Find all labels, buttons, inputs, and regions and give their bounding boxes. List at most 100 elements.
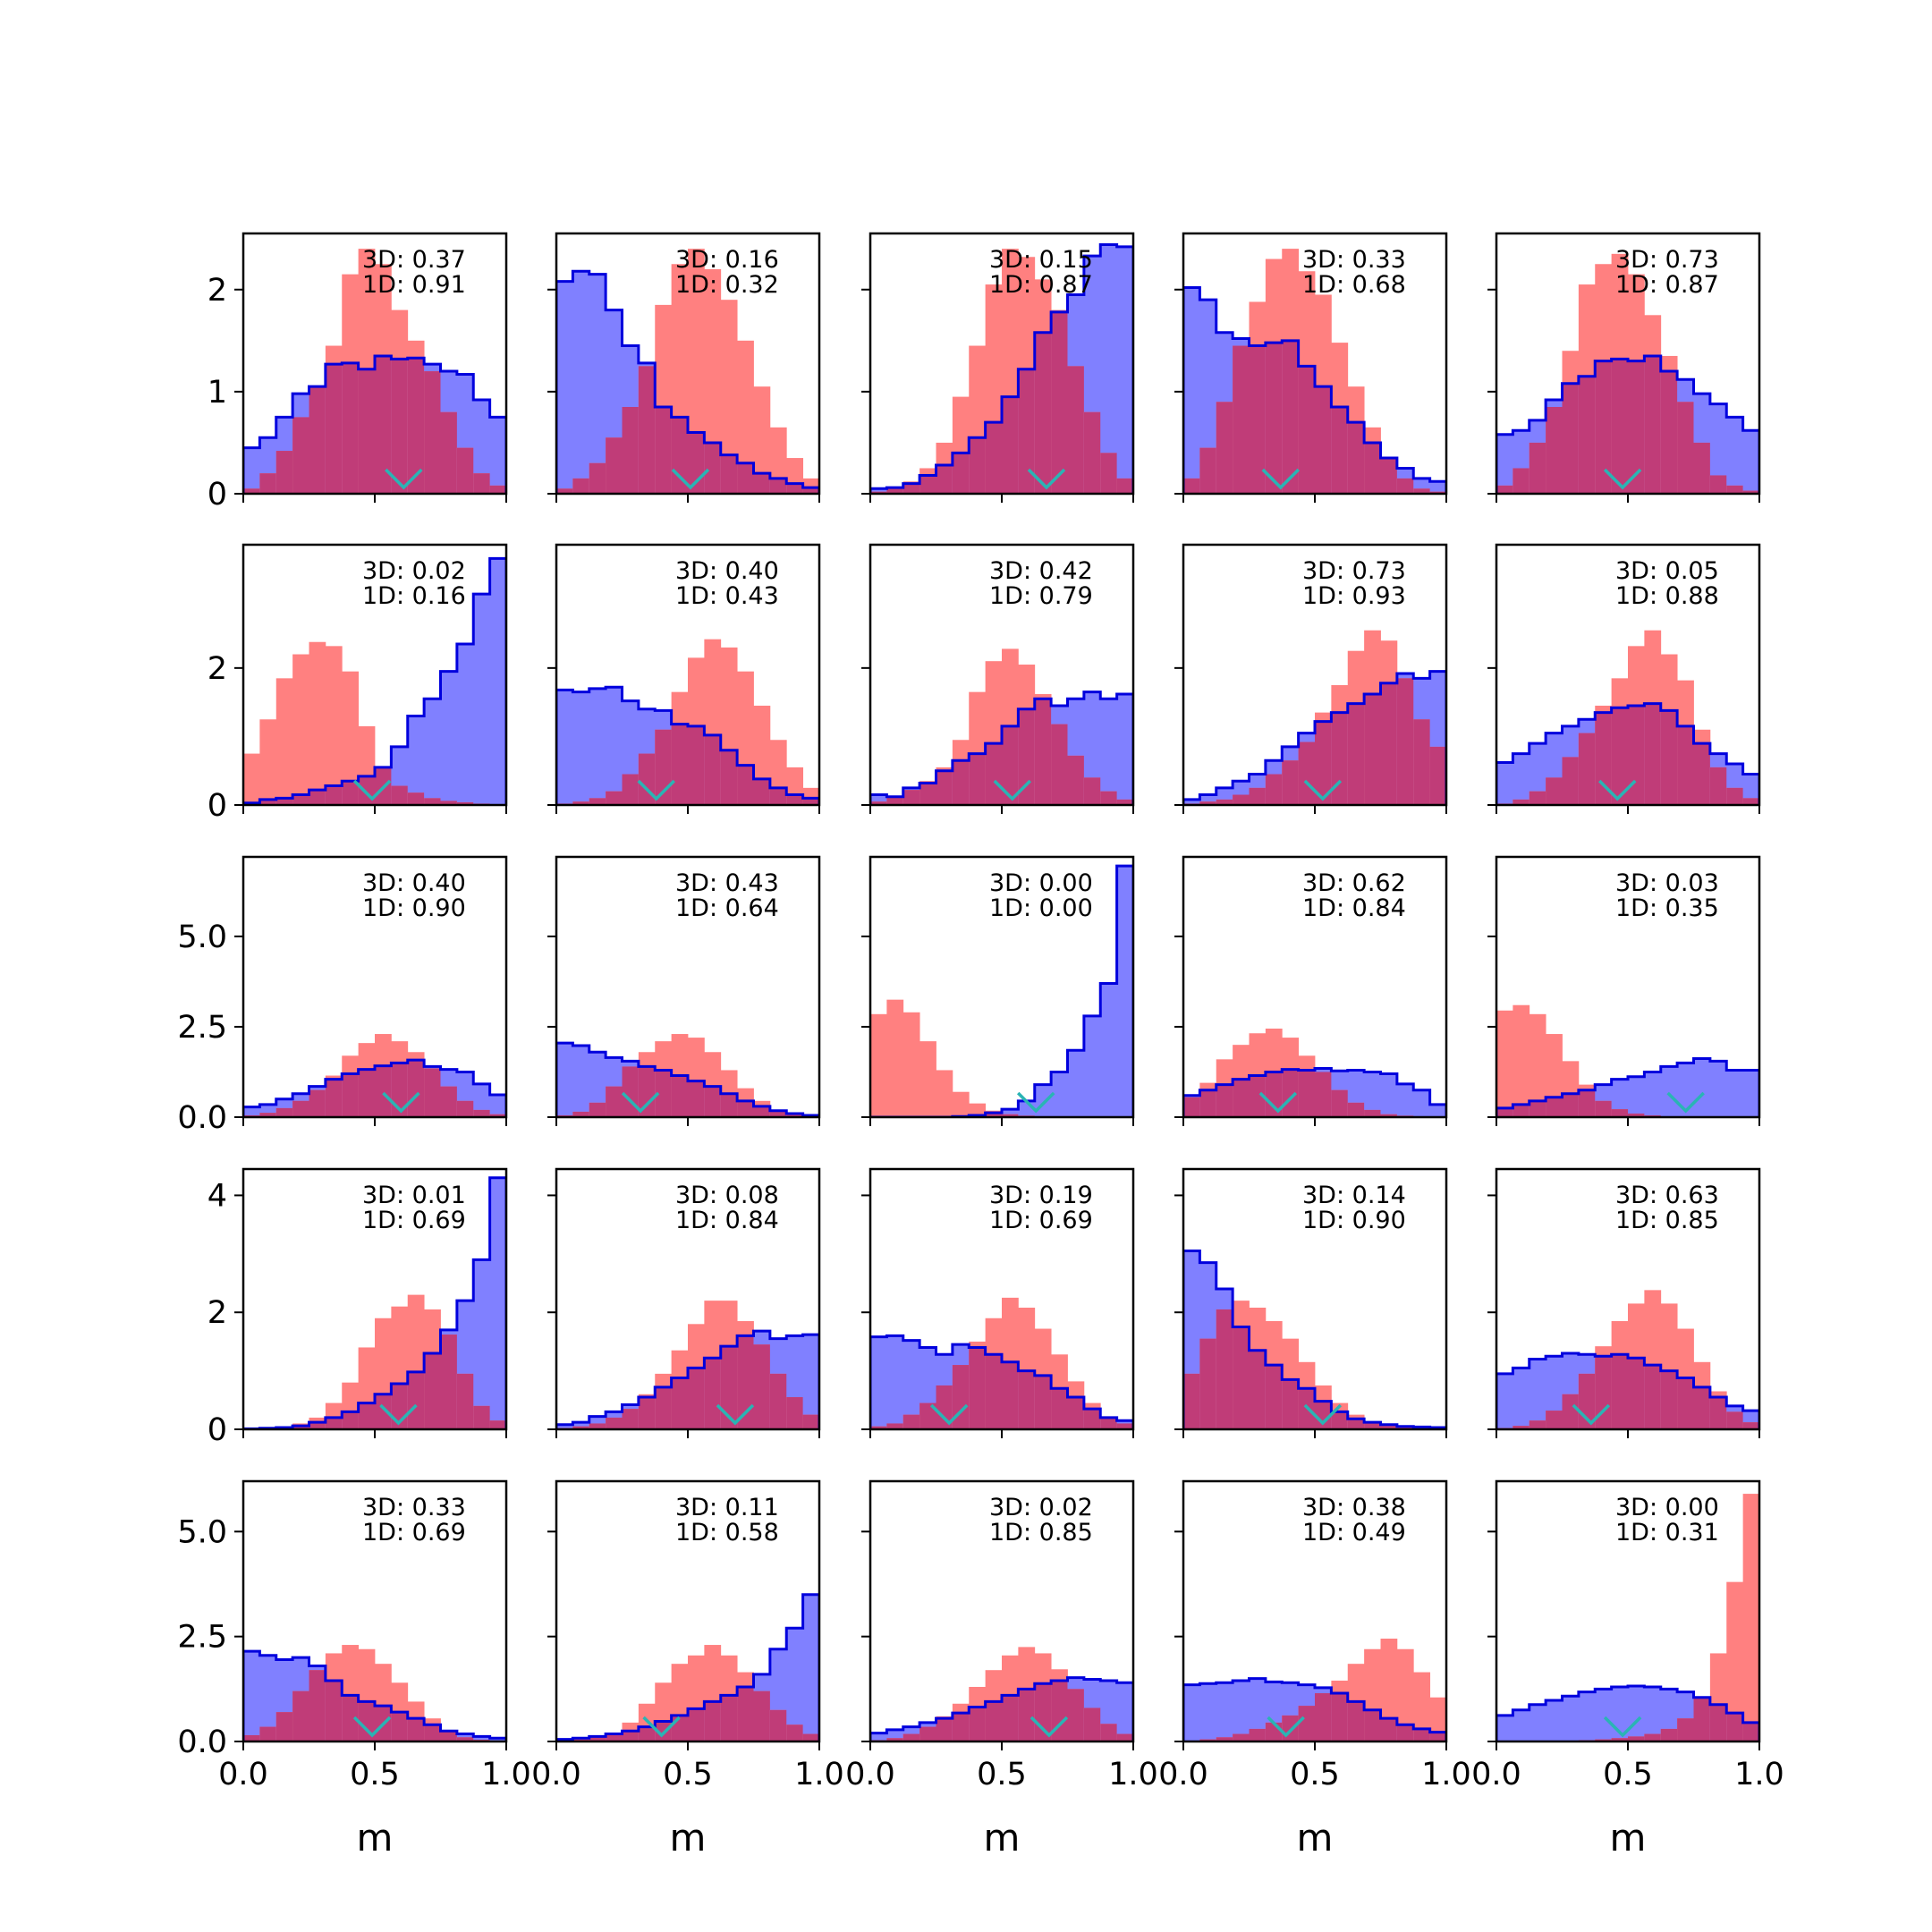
red-bar bbox=[342, 671, 360, 805]
x-tick-label: 0.5 bbox=[977, 1757, 1027, 1792]
score-annotation: 3D: 0.02 bbox=[989, 1494, 1093, 1521]
score-annotation: 1D: 0.87 bbox=[989, 271, 1093, 299]
red-bar bbox=[1742, 1494, 1759, 1741]
blue-bar bbox=[1100, 983, 1118, 1117]
overlap-bar bbox=[1298, 366, 1316, 494]
overlap-bar bbox=[1298, 1070, 1316, 1117]
overlap-bar bbox=[1265, 343, 1283, 494]
x-axis-label: m bbox=[1297, 1816, 1334, 1860]
overlap-bar bbox=[704, 1086, 722, 1117]
overlap-bar bbox=[952, 760, 970, 805]
score-annotation: 1D: 0.84 bbox=[675, 1207, 779, 1234]
red-bar bbox=[737, 340, 754, 494]
overlap-bar bbox=[1183, 1373, 1200, 1429]
overlap-bar bbox=[1546, 1411, 1563, 1429]
overlap-bar bbox=[622, 1731, 640, 1741]
overlap-bar bbox=[902, 1414, 920, 1429]
overlap-bar bbox=[1116, 1733, 1133, 1741]
overlap-bar bbox=[1315, 1401, 1332, 1429]
overlap-bar bbox=[1578, 376, 1596, 494]
x-tick-label: 1.0 bbox=[794, 1757, 844, 1792]
overlap-bar bbox=[292, 794, 309, 805]
blue-bar bbox=[572, 691, 590, 805]
overlap-bar bbox=[407, 1718, 425, 1741]
overlap-bar bbox=[1051, 724, 1068, 805]
score-annotation: 1D: 0.91 bbox=[362, 271, 466, 299]
blue-bar bbox=[440, 671, 458, 805]
blue-bar bbox=[870, 1336, 887, 1429]
overlap-bar bbox=[886, 1738, 904, 1741]
y-tick-label: 2.5 bbox=[177, 1620, 227, 1656]
blue-bar bbox=[1100, 699, 1118, 805]
score-annotation: 3D: 0.16 bbox=[675, 246, 779, 274]
overlap-bar bbox=[243, 1734, 260, 1741]
overlap-bar bbox=[1199, 801, 1217, 805]
overlap-bar bbox=[1693, 1697, 1711, 1741]
overlap-bar bbox=[1660, 710, 1678, 805]
overlap-bar bbox=[1529, 1420, 1546, 1429]
blue-bar bbox=[489, 1738, 506, 1741]
overlap-bar bbox=[589, 798, 606, 805]
score-annotation: 1D: 0.88 bbox=[1615, 582, 1719, 610]
score-annotation: 3D: 0.40 bbox=[675, 557, 779, 585]
overlap-bar bbox=[342, 781, 360, 805]
score-annotation: 3D: 0.38 bbox=[1302, 1494, 1406, 1521]
blue-bar bbox=[802, 1335, 819, 1429]
overlap-bar bbox=[1002, 396, 1019, 494]
overlap-bar bbox=[424, 1068, 441, 1117]
overlap-bar bbox=[1233, 1733, 1250, 1741]
red-bar bbox=[1380, 1639, 1398, 1741]
overlap-bar bbox=[1546, 1097, 1563, 1117]
overlap-bar bbox=[769, 1110, 787, 1117]
overlap-bar bbox=[1611, 1354, 1629, 1429]
blue-bar bbox=[243, 447, 260, 494]
blue-bar bbox=[1578, 1691, 1596, 1741]
blue-step-outline bbox=[243, 1649, 506, 1741]
plot-area bbox=[243, 249, 506, 494]
overlap-bar bbox=[1380, 1426, 1398, 1429]
overlap-bar bbox=[358, 369, 376, 494]
overlap-bar bbox=[391, 785, 409, 805]
blue-bar bbox=[556, 1424, 573, 1429]
plot-area bbox=[1183, 1639, 1446, 1741]
red-bar bbox=[720, 300, 738, 494]
overlap-bar bbox=[902, 790, 920, 805]
overlap-bar bbox=[1116, 799, 1133, 805]
blue-bar bbox=[1496, 1373, 1513, 1429]
blue-bar bbox=[473, 400, 491, 494]
red-bar bbox=[886, 999, 904, 1117]
overlap-bar bbox=[1034, 699, 1052, 805]
overlap-bar bbox=[737, 765, 754, 805]
blue-bar bbox=[1116, 1682, 1133, 1741]
score-annotation: 1D: 0.84 bbox=[1302, 894, 1406, 922]
overlap-bar bbox=[489, 485, 506, 494]
marker-v bbox=[621, 1091, 660, 1114]
x-tick-label: 0.0 bbox=[845, 1757, 895, 1792]
overlap-bar bbox=[1595, 360, 1613, 494]
blue-bar bbox=[572, 271, 590, 494]
overlap-bar bbox=[375, 1065, 392, 1117]
overlap-bar bbox=[622, 774, 640, 805]
overlap-bar bbox=[358, 1069, 376, 1117]
overlap-bar bbox=[1018, 708, 1036, 805]
overlap-bar bbox=[786, 483, 804, 494]
overlap-bar bbox=[638, 1397, 656, 1429]
red-bar bbox=[243, 753, 260, 805]
overlap-bar bbox=[919, 1402, 936, 1429]
marker-v bbox=[1267, 1716, 1305, 1738]
blue-step-outline bbox=[243, 1176, 506, 1429]
overlap-bar bbox=[786, 794, 804, 805]
blue-step-outline bbox=[1496, 702, 1759, 805]
score-annotation: 3D: 0.14 bbox=[1302, 1182, 1406, 1209]
overlap-bar bbox=[985, 1113, 1003, 1117]
score-annotation: 3D: 0.00 bbox=[989, 869, 1093, 897]
blue-bar bbox=[606, 687, 623, 805]
overlap-bar bbox=[572, 1426, 590, 1429]
overlap-bar bbox=[769, 478, 787, 494]
overlap-bar bbox=[589, 1423, 606, 1429]
score-annotation: 3D: 0.33 bbox=[362, 1494, 466, 1521]
overlap-bar bbox=[342, 1073, 360, 1117]
